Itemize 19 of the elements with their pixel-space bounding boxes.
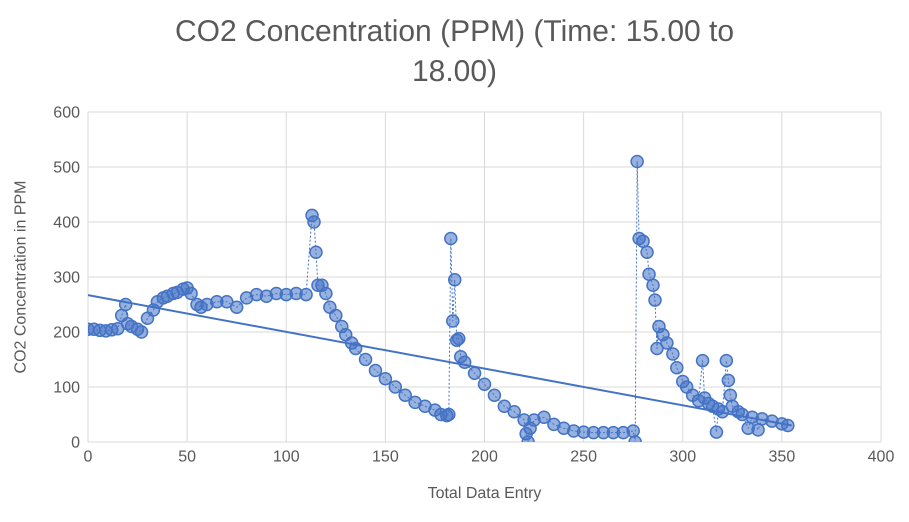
x-tick-label: 50 — [178, 448, 196, 466]
y-tick-label: 100 — [53, 380, 80, 397]
x-tick-label: 400 — [868, 448, 894, 466]
x-tick-label: 250 — [570, 448, 598, 466]
x-tick-label: 100 — [272, 448, 300, 466]
y-tick-label: 500 — [53, 160, 80, 177]
x-tick-label: 0 — [84, 448, 93, 466]
y-axis-title: CO2 Concentration in PPM — [12, 180, 30, 374]
y-tick-label: 0 — [71, 434, 80, 452]
x-tick-label: 350 — [768, 448, 796, 466]
chart-title: CO2 Concentration (PPM) (Time: 15.00 to 18.00) — [174, 14, 734, 90]
x-axis-title: Total Data Entry — [428, 485, 542, 502]
x-tick-label: 300 — [669, 448, 696, 466]
y-tick-label: 300 — [53, 270, 80, 287]
y-tick-label: 600 — [53, 104, 80, 122]
y-tick-label: 400 — [53, 214, 80, 232]
y-tick-label: 200 — [53, 324, 80, 342]
x-tick-label: 200 — [471, 448, 498, 466]
x-tick-label: 150 — [372, 448, 399, 466]
